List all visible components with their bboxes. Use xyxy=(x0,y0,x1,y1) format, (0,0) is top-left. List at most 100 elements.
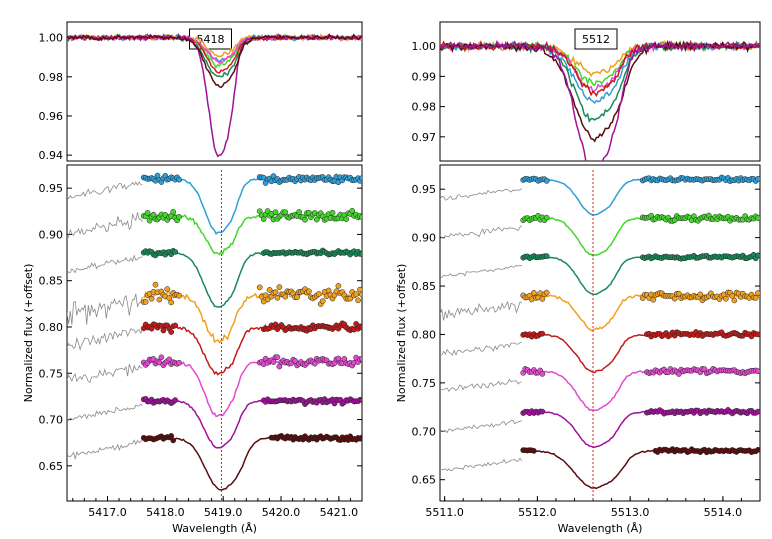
gray-spectrum-darkred xyxy=(440,457,523,472)
gray-spectrum-red xyxy=(440,341,522,356)
y-tick-label: 0.96 xyxy=(39,110,64,123)
data-point-teal xyxy=(755,252,760,259)
series-line-pink xyxy=(143,358,362,418)
data-point-orange xyxy=(274,294,281,301)
gray-spectrum-green xyxy=(440,225,523,239)
data-point-orange xyxy=(543,289,550,296)
series-line-darkred xyxy=(67,33,362,89)
series-line-teal xyxy=(143,251,362,308)
y-tick-label: 0.80 xyxy=(39,321,64,334)
data-point-green xyxy=(302,216,308,223)
data-point-green xyxy=(343,216,350,223)
data-point-orange xyxy=(256,284,263,291)
line-label: 5512 xyxy=(582,33,610,46)
series-line-purple xyxy=(523,410,760,448)
data-point-teal xyxy=(359,251,362,257)
y-tick-label: 0.94 xyxy=(39,149,64,162)
data-point-green xyxy=(170,209,177,215)
y-tick-label: 0.70 xyxy=(39,414,64,427)
data-point-blue xyxy=(359,175,362,181)
gray-spectrum-orange xyxy=(440,300,522,321)
gray-spectrum-purple xyxy=(440,419,522,434)
gray-spectrum-green xyxy=(67,212,143,238)
y-tick-label: 0.98 xyxy=(39,71,64,84)
series-line-blue xyxy=(143,176,362,235)
data-point-blue xyxy=(755,176,760,182)
series-line-red xyxy=(143,323,362,376)
y-tick-label: 0.70 xyxy=(412,425,437,438)
data-point-pink xyxy=(176,359,182,366)
gray-spectrum-teal xyxy=(440,264,522,279)
series-line-teal xyxy=(523,255,760,296)
y-axis-label: Normalized flux (+offset) xyxy=(395,264,408,403)
series-line-orange xyxy=(143,287,362,344)
data-point-blue xyxy=(176,176,182,183)
data-point-green xyxy=(329,209,336,216)
data-point-purple xyxy=(539,408,546,415)
series-line-purple xyxy=(440,39,760,161)
x-tick-label: 5513.0 xyxy=(611,506,650,519)
data-point-green xyxy=(272,209,279,216)
y-tick-label: 0.65 xyxy=(412,474,437,487)
data-point-purple xyxy=(172,397,179,403)
data-point-pink xyxy=(270,359,277,365)
gray-spectrum-purple xyxy=(67,403,143,421)
data-point-orange xyxy=(315,291,322,297)
x-tick-label: 5419.0 xyxy=(204,506,243,519)
y-tick-label: 1.00 xyxy=(412,40,437,53)
y-tick-label: 0.99 xyxy=(412,70,437,83)
y-tick-label: 0.75 xyxy=(39,367,64,380)
data-point-orange xyxy=(168,299,175,306)
data-point-red xyxy=(539,330,546,337)
data-point-pink xyxy=(359,355,362,362)
data-point-teal xyxy=(543,253,550,259)
data-point-orange xyxy=(266,287,273,293)
y-tick-label: 0.85 xyxy=(412,280,437,293)
gray-spectrum-teal xyxy=(67,254,143,274)
y-tick-label: 0.98 xyxy=(412,101,437,114)
data-point-orange xyxy=(148,295,155,302)
left-bottom-panel: 0.95 0.90 0.85 0.80 0.75 0.70 0.65 5417.0 5418.0… xyxy=(22,164,363,535)
data-point-orange xyxy=(306,288,312,295)
plot-frame xyxy=(66,21,363,162)
data-point-orange xyxy=(697,291,704,298)
series-line-pink xyxy=(523,369,760,412)
plot-frame xyxy=(66,164,363,502)
gray-spectrum-darkred xyxy=(67,439,143,460)
data-point-orange xyxy=(752,295,759,301)
data-point-red xyxy=(160,327,167,334)
y-tick-label: 0.95 xyxy=(412,183,437,196)
gray-spectrum-red xyxy=(67,328,143,351)
y-tick-label: 0.75 xyxy=(412,377,437,390)
data-point-orange xyxy=(264,296,271,303)
data-point-purple xyxy=(359,397,362,404)
data-point-green xyxy=(543,214,550,221)
y-tick-label: 0.80 xyxy=(412,328,437,341)
data-point-darkred xyxy=(755,446,760,453)
data-point-pink xyxy=(274,354,281,361)
x-tick-label: 5418.0 xyxy=(146,506,185,519)
y-tick-label: 1.00 xyxy=(39,32,64,45)
x-tick-label: 5514.0 xyxy=(704,506,743,519)
data-point-orange xyxy=(282,293,289,300)
data-point-orange xyxy=(359,291,362,298)
series-line-darkred xyxy=(440,39,760,143)
data-point-orange xyxy=(164,286,171,292)
series-line-purple xyxy=(67,33,362,158)
data-point-darkred xyxy=(170,437,177,444)
x-axis-label: Wavelength (Å) xyxy=(172,522,257,535)
gray-spectrum-pink xyxy=(440,378,522,393)
series-line-blue xyxy=(523,177,760,216)
data-point-orange xyxy=(152,281,159,288)
data-point-orange xyxy=(539,296,546,302)
data-point-green xyxy=(176,214,182,220)
data-point-red xyxy=(755,331,760,338)
data-point-green xyxy=(313,216,320,223)
data-point-pink xyxy=(158,354,165,361)
data-point-darkred xyxy=(359,434,362,441)
y-axis-label: Normalized flux (+offset) xyxy=(22,264,35,403)
x-tick-label: 5512.0 xyxy=(518,506,557,519)
data-point-purple xyxy=(755,408,760,415)
